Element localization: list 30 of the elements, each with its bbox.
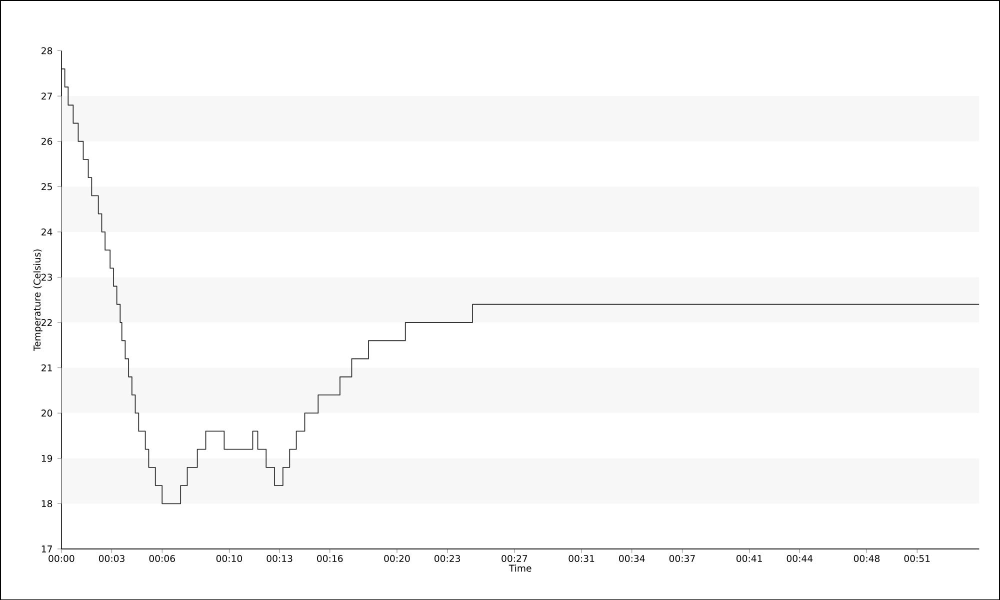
x-tick-label: 00:34 [619,554,645,562]
x-tick-label: 00:41 [736,554,762,562]
y-tick-label: 19 [42,454,52,462]
y-axis-title: Temperature (Celsius) [33,249,42,351]
y-tick-label: 25 [42,182,52,190]
x-tick-label: 00:16 [317,554,343,562]
x-tick-label: 00:20 [384,554,410,562]
y-tick-label: 20 [42,409,52,416]
y-tick-label: 28 [42,47,52,54]
y-tick-label: 17 [42,545,52,552]
x-tick-label: 00:37 [669,554,695,562]
x-tick-label: 00:06 [149,554,175,562]
x-tick-label: 00:51 [904,554,930,562]
x-tick-label: 00:27 [502,554,528,562]
x-tick-label: 00:00 [48,554,74,562]
y-tick-label: 27 [42,92,52,100]
x-tick-label: 00:03 [98,554,124,562]
y-tick-label: 24 [42,228,52,236]
x-tick-label: 00:10 [216,554,242,562]
x-tick-label: 00:13 [266,554,292,562]
x-tick-label: 00:23 [434,554,460,562]
x-tick-label: 00:31 [568,554,594,562]
y-tick-label: 18 [42,500,52,507]
y-tick-label: 22 [42,318,52,326]
x-axis-title: Time [508,564,532,572]
x-tick-label: 00:48 [854,554,880,562]
y-tick-label: 23 [42,274,52,281]
x-tick-label: 00:44 [786,554,813,562]
y-tick-label: 21 [42,364,52,372]
y-tick-label: 26 [42,138,52,145]
